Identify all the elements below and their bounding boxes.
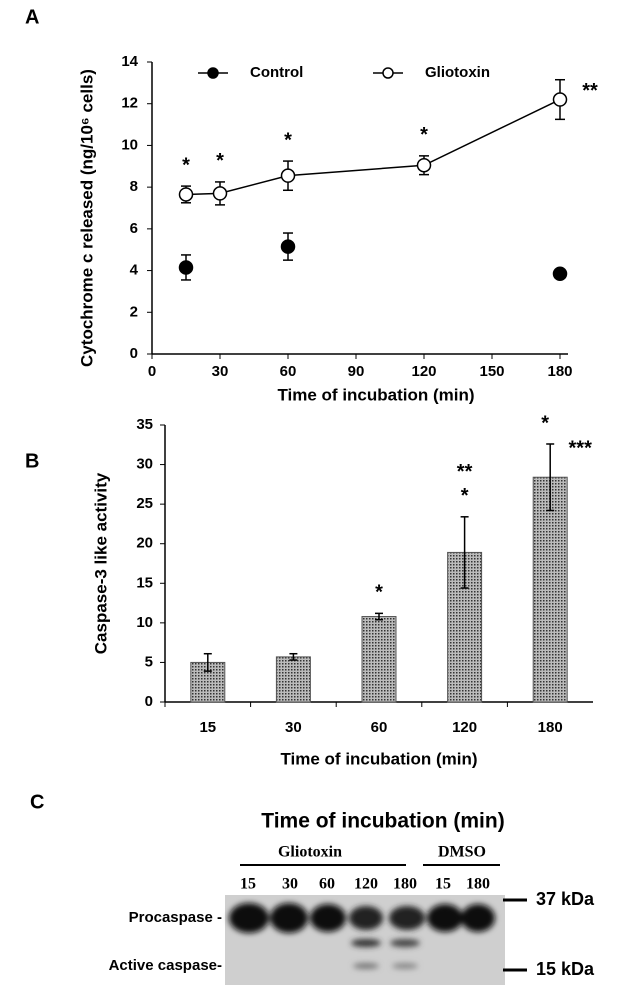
y-tick-label: 12 xyxy=(121,95,138,112)
marker xyxy=(416,157,432,173)
x-tick-label: 150 xyxy=(479,363,504,380)
panel-label: B xyxy=(25,450,39,472)
significance: * xyxy=(216,150,224,172)
bar xyxy=(532,476,568,703)
group-label: Gliotoxin xyxy=(278,844,342,861)
marker xyxy=(552,92,568,107)
y-tick-label: 30 xyxy=(136,456,153,473)
significance: *** xyxy=(569,437,593,459)
x-tick-label: 90 xyxy=(348,363,365,380)
legend-label: Control xyxy=(250,64,303,81)
x-tick-label: 30 xyxy=(285,719,302,736)
significance: * xyxy=(375,582,383,604)
band-label: Active caspase- xyxy=(109,957,222,974)
significance: * xyxy=(541,412,549,434)
x-axis-label: Time of incubation (min) xyxy=(277,385,474,404)
lane-label: 30 xyxy=(282,876,298,893)
y-tick-label: 10 xyxy=(121,136,138,153)
marker xyxy=(178,187,194,202)
lane-label: 60 xyxy=(319,876,335,893)
panel-label: A xyxy=(25,6,39,28)
marker xyxy=(552,266,568,281)
x-tick-label: 60 xyxy=(371,719,388,736)
panel-label: C xyxy=(30,791,44,813)
series-line xyxy=(185,98,561,196)
y-tick-label: 15 xyxy=(136,574,153,591)
blot-title: Time of incubation (min) xyxy=(261,810,504,833)
legend-marker xyxy=(207,67,219,79)
x-tick-label: 30 xyxy=(212,363,229,380)
significance: * xyxy=(182,154,190,176)
x-tick-label: 60 xyxy=(280,363,297,380)
y-tick-label: 4 xyxy=(130,262,139,279)
y-tick-label: 35 xyxy=(136,416,153,433)
x-tick-label: 15 xyxy=(199,719,216,736)
lane-label: 120 xyxy=(354,876,378,893)
marker-label: 15 kDa xyxy=(536,959,595,979)
legend-label: Gliotoxin xyxy=(425,64,490,81)
legend-marker xyxy=(382,67,394,79)
significance: * xyxy=(420,124,428,146)
marker xyxy=(280,239,296,254)
y-tick-label: 10 xyxy=(136,614,153,631)
y-tick-label: 25 xyxy=(136,495,153,512)
y-axis-label: Caspase-3 like activity xyxy=(91,472,110,654)
x-tick-label: 120 xyxy=(411,363,436,380)
x-tick-label: 180 xyxy=(538,719,563,736)
band-label: Procaspase - xyxy=(129,909,222,926)
group-label: DMSO xyxy=(438,844,486,861)
blot-bands xyxy=(229,903,495,969)
x-tick-label: 180 xyxy=(547,363,572,380)
x-axis-label: Time of incubation (min) xyxy=(280,749,477,768)
x-tick-label: 120 xyxy=(452,719,477,736)
x-tick-label: 0 xyxy=(148,363,156,380)
blot: Time of incubation (min) Gliotoxin DMSO … xyxy=(109,810,595,985)
y-tick-label: 8 xyxy=(130,178,138,195)
marker xyxy=(280,168,296,183)
lane-label: 15 xyxy=(240,876,256,893)
lane-label: 15 xyxy=(435,876,451,893)
significance: * xyxy=(284,129,292,151)
marker-label: 37 kDa xyxy=(536,889,595,909)
y-tick-label: 5 xyxy=(145,653,153,670)
bar xyxy=(275,656,311,703)
y-tick-label: 20 xyxy=(136,535,153,552)
y-tick-label: 0 xyxy=(145,693,153,710)
significance: ** xyxy=(582,80,598,102)
y-tick-label: 2 xyxy=(130,303,138,320)
marker xyxy=(178,260,194,275)
bar xyxy=(361,616,397,703)
y-tick-label: 0 xyxy=(130,345,138,362)
y-axis-label: Cytochrome c released (ng/10⁶ cells) xyxy=(77,69,96,367)
marker xyxy=(212,186,228,201)
y-tick-label: 6 xyxy=(130,220,138,237)
lane-label: 180 xyxy=(393,876,417,893)
significance: ** xyxy=(457,461,473,483)
significance: * xyxy=(461,485,469,507)
lane-label: 180 xyxy=(466,876,490,893)
y-tick-label: 14 xyxy=(121,53,138,70)
